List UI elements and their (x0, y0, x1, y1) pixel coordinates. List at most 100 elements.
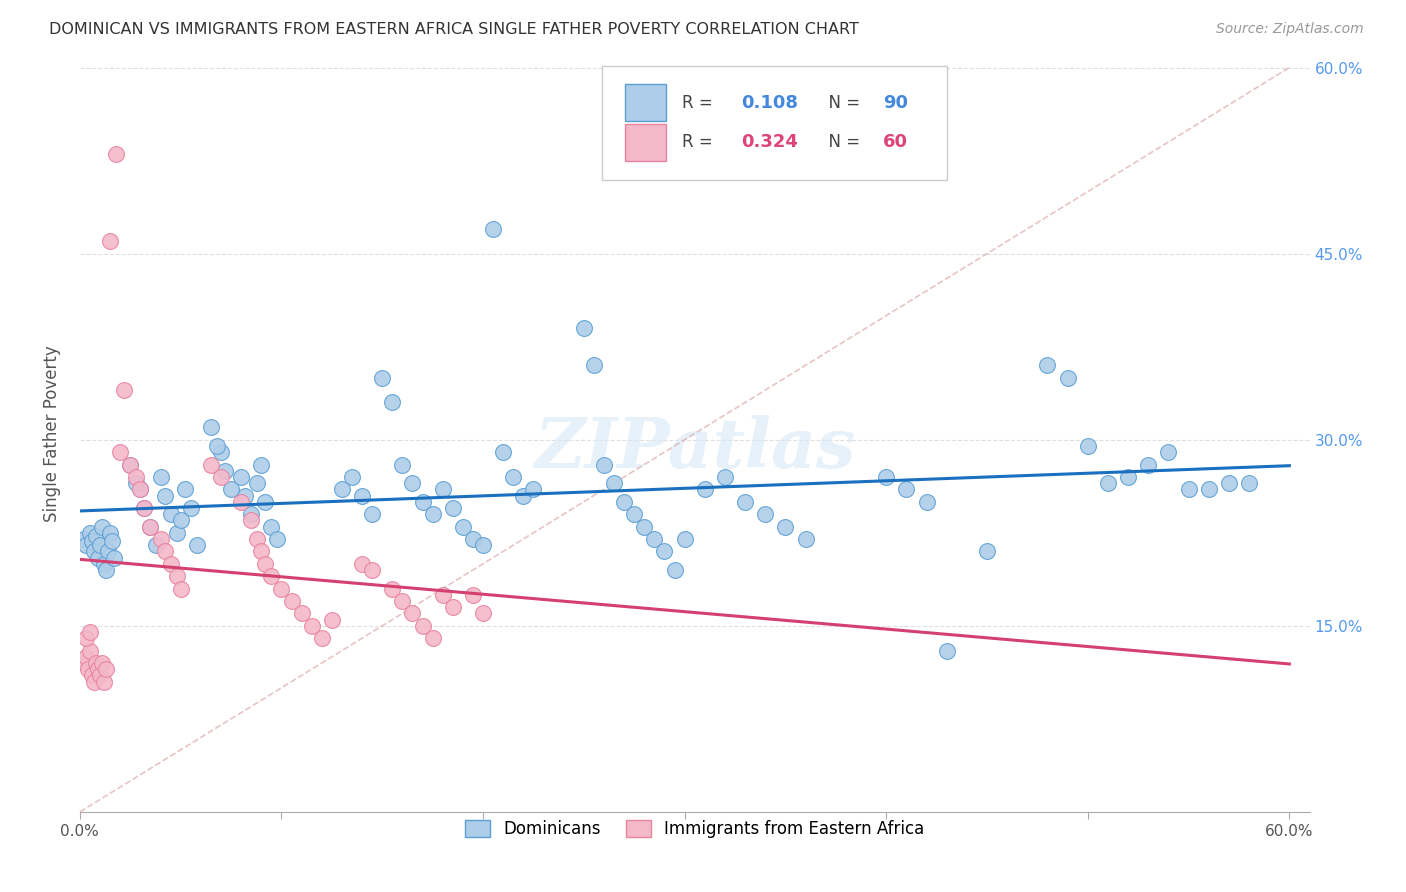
Point (209, 445, 232, 459)
Point (603, 476, 626, 491)
Point (80, 534, 103, 549)
Point (250, 458, 273, 472)
Point (482, 222, 505, 236)
Point (291, 607, 314, 621)
Point (120, 458, 142, 472)
Point (75, 631, 97, 645)
Point (935, 643, 957, 657)
Point (311, 631, 333, 645)
Point (572, 321, 595, 335)
Point (77, 662, 100, 676)
Point (441, 500, 464, 515)
Text: 0.324: 0.324 (741, 133, 799, 151)
Point (233, 489, 256, 503)
Point (260, 569, 283, 583)
Point (441, 600, 464, 615)
Point (422, 631, 444, 645)
Point (461, 532, 484, 546)
Point (180, 500, 202, 515)
Point (472, 538, 495, 552)
Point (83, 674, 105, 689)
Point (432, 588, 454, 602)
Point (254, 557, 277, 571)
Point (613, 494, 636, 508)
Point (145, 538, 167, 552)
Point (1218, 476, 1240, 491)
Point (352, 489, 374, 503)
Point (129, 483, 152, 497)
Point (1237, 476, 1260, 491)
Point (301, 619, 323, 633)
Point (169, 582, 191, 596)
Legend: Dominicans, Immigrants from Eastern Africa: Dominicans, Immigrants from Eastern Afri… (458, 814, 931, 845)
Point (134, 500, 156, 515)
Point (139, 519, 162, 533)
Point (87, 662, 110, 676)
Point (75, 538, 97, 552)
Point (502, 470, 524, 484)
Point (522, 483, 544, 497)
Point (1157, 445, 1180, 459)
Point (340, 470, 363, 484)
Point (186, 538, 208, 552)
Point (361, 507, 384, 521)
Point (153, 544, 176, 558)
Text: 0.108: 0.108 (741, 94, 799, 112)
Point (654, 544, 676, 558)
Text: 60: 60 (883, 133, 908, 151)
Point (79, 643, 101, 657)
Point (1036, 359, 1059, 373)
Point (84, 656, 107, 670)
Point (875, 470, 897, 484)
Point (794, 532, 817, 546)
Point (89, 538, 111, 552)
Point (101, 534, 124, 549)
Point (93, 674, 115, 689)
Point (330, 483, 353, 497)
Point (371, 370, 394, 384)
Point (492, 445, 515, 459)
Point (472, 607, 495, 621)
Point (159, 507, 181, 521)
Text: R =: R = (682, 94, 718, 112)
Text: 90: 90 (883, 94, 908, 112)
Point (139, 519, 162, 533)
Text: N =: N = (818, 94, 865, 112)
Point (83, 544, 105, 558)
Point (401, 607, 423, 621)
Point (1177, 483, 1199, 497)
Point (103, 550, 125, 565)
Point (254, 494, 277, 508)
Point (219, 483, 242, 497)
Point (754, 507, 776, 521)
Text: N =: N = (818, 133, 865, 151)
Point (98, 525, 121, 540)
Point (240, 507, 263, 521)
Point (87, 550, 110, 565)
Point (173, 483, 195, 497)
Point (693, 483, 716, 497)
Point (231, 470, 253, 484)
Point (149, 470, 172, 484)
Point (75, 649, 97, 664)
Point (205, 439, 228, 453)
Text: R =: R = (682, 133, 718, 151)
Point (108, 445, 131, 459)
Point (714, 470, 737, 484)
Point (79, 625, 101, 640)
Point (582, 359, 605, 373)
Point (94, 662, 117, 676)
Point (1137, 458, 1160, 472)
Point (1116, 470, 1139, 484)
Text: DOMINICAN VS IMMIGRANTS FROM EASTERN AFRICA SINGLE FATHER POVERTY CORRELATION CH: DOMINICAN VS IMMIGRANTS FROM EASTERN AFR… (49, 22, 859, 37)
Text: ZIPatlas: ZIPatlas (534, 415, 855, 483)
Point (231, 494, 253, 508)
Point (98, 234, 121, 248)
Point (91, 656, 114, 670)
Point (166, 525, 188, 540)
Point (153, 489, 176, 503)
Point (250, 544, 273, 558)
Point (915, 494, 938, 508)
Point (1198, 483, 1220, 497)
Y-axis label: Single Father Poverty: Single Father Poverty (44, 345, 60, 522)
